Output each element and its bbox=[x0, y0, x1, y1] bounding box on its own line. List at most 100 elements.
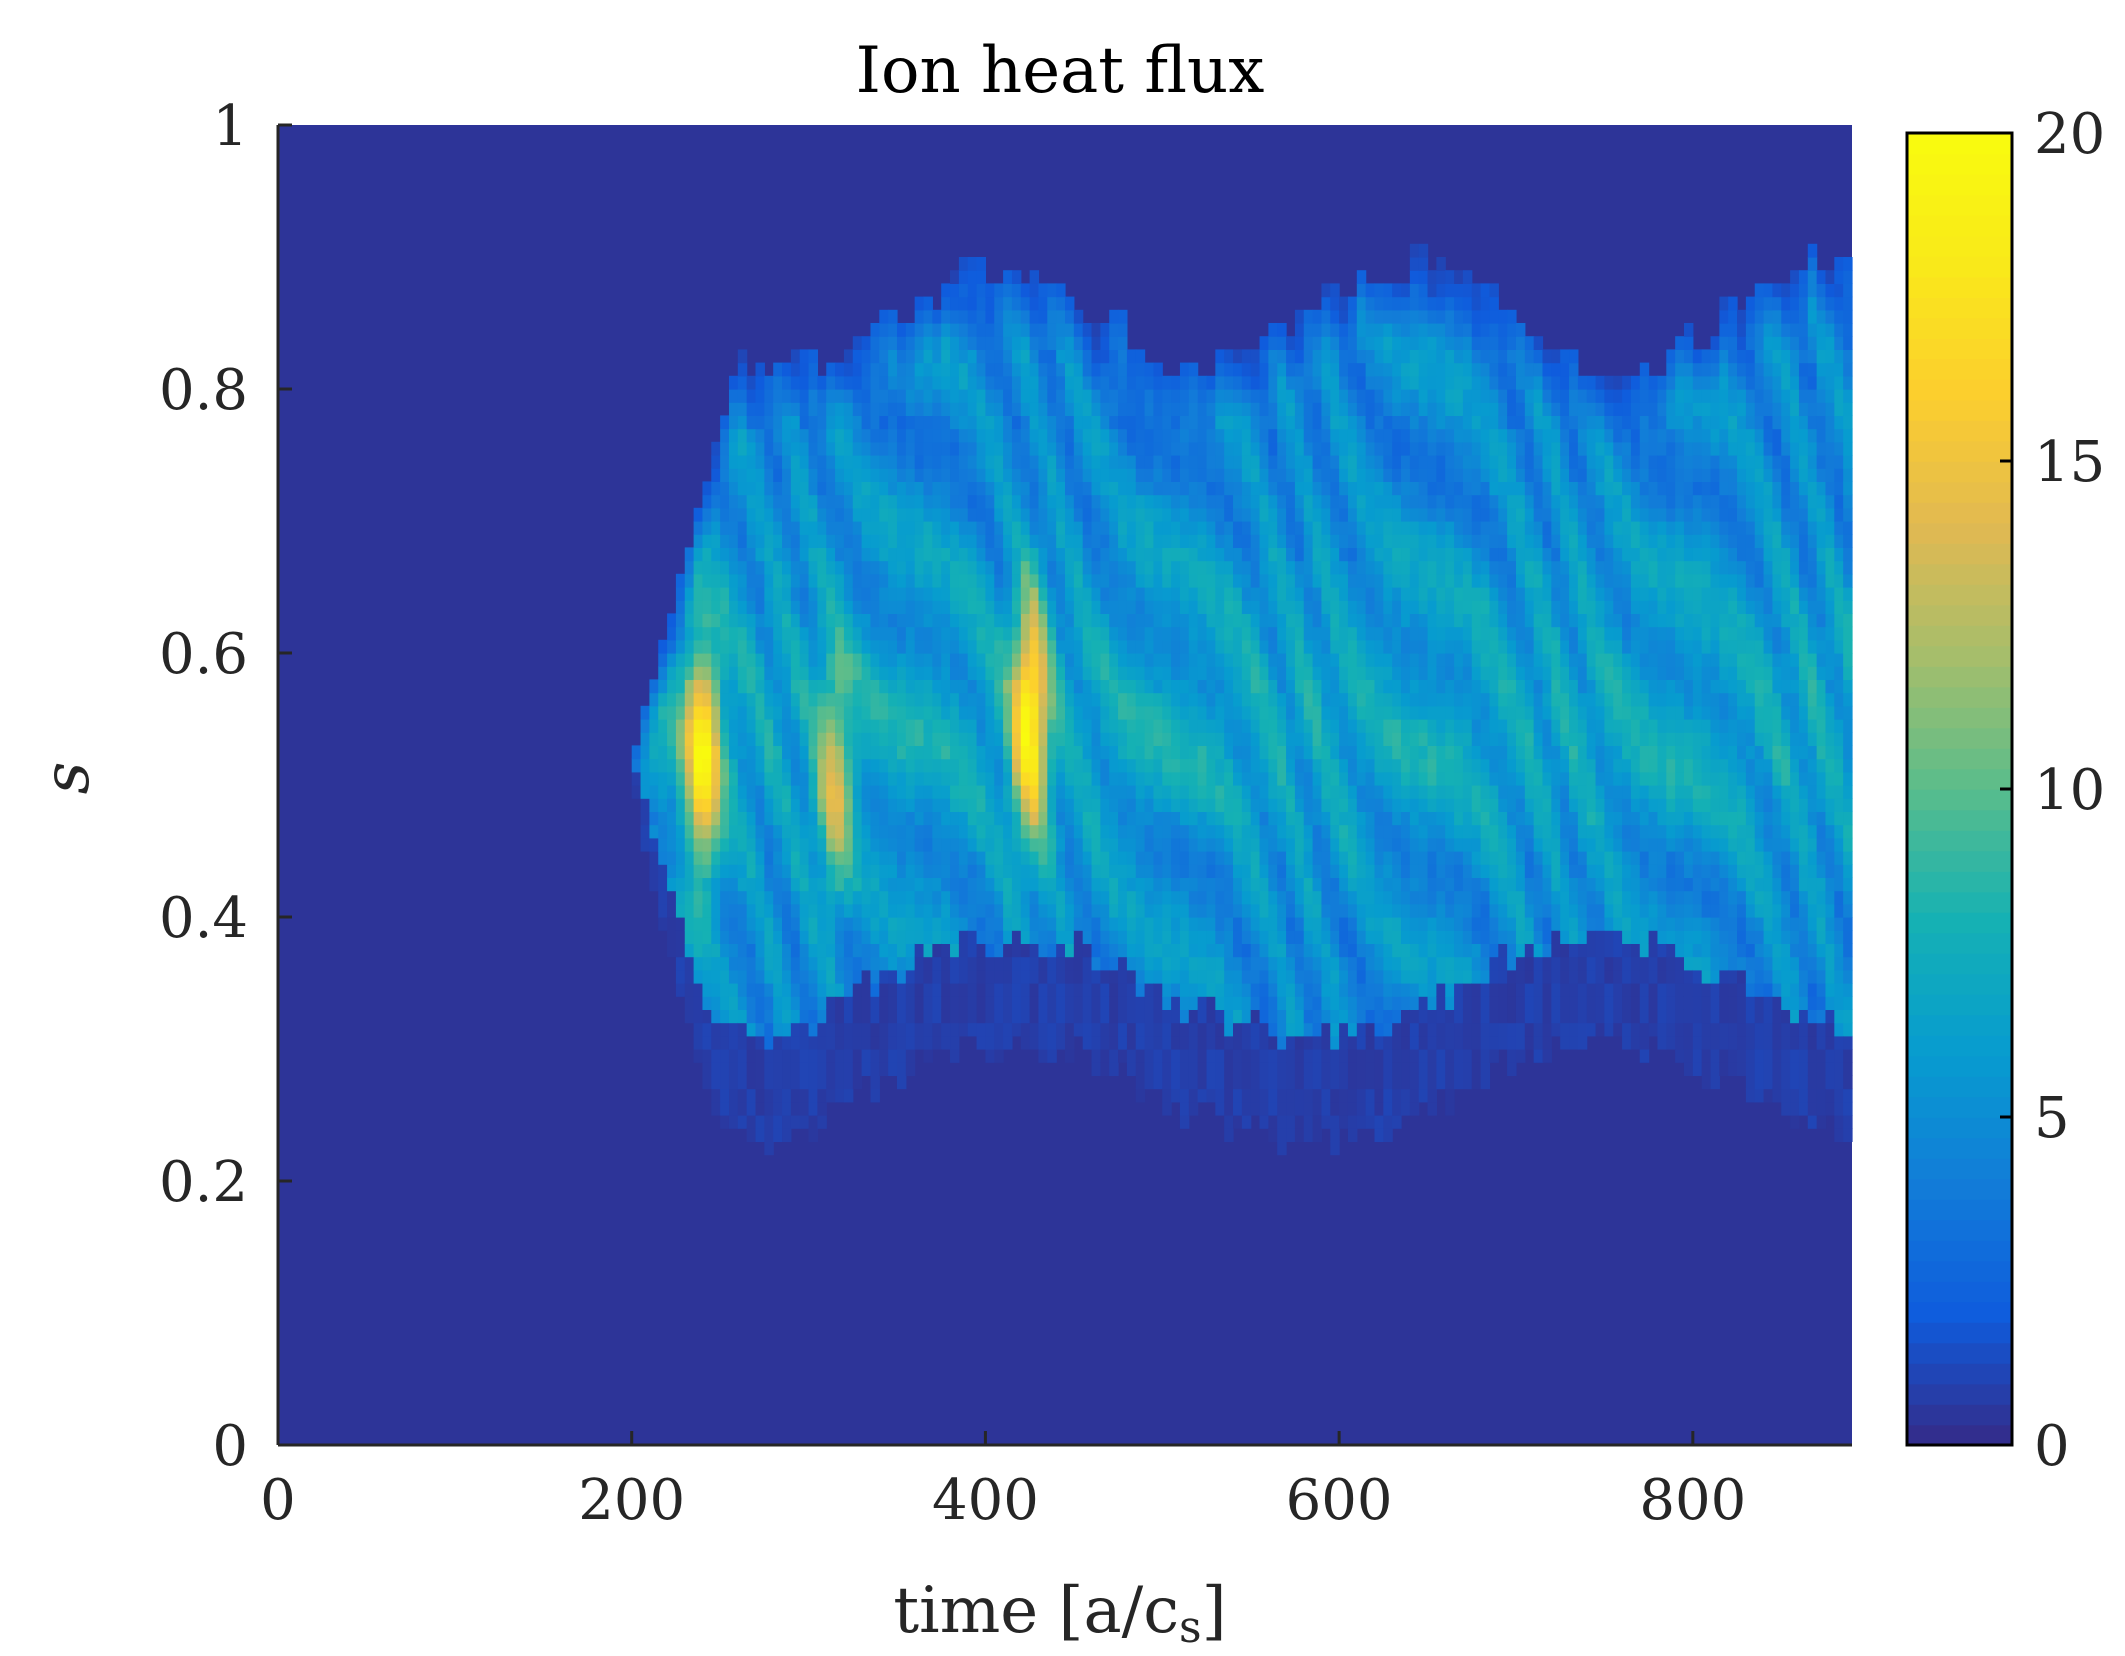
heatmap-cell bbox=[693, 587, 704, 601]
heatmap-cell bbox=[914, 705, 925, 720]
heatmap-cell bbox=[1401, 600, 1411, 614]
heatmap-cell bbox=[1321, 1115, 1331, 1129]
heatmap-cell bbox=[1418, 560, 1429, 575]
heatmap-cell bbox=[1294, 903, 1305, 918]
heatmap-cell bbox=[1153, 811, 1163, 826]
heatmap-cell bbox=[1286, 1101, 1296, 1116]
heatmap-cell bbox=[1109, 692, 1119, 707]
heatmap-cell bbox=[826, 1062, 836, 1076]
heatmap-cell bbox=[879, 428, 889, 443]
heatmap-cell bbox=[808, 798, 818, 812]
heatmap-cell bbox=[755, 613, 765, 628]
heatmap-cell bbox=[879, 890, 889, 905]
heatmap-cell bbox=[905, 521, 916, 535]
heatmap-cell bbox=[861, 626, 872, 641]
heatmap-cell bbox=[1250, 626, 1261, 641]
heatmap-cell bbox=[782, 375, 792, 390]
heatmap-cell bbox=[1418, 917, 1429, 931]
heatmap-cell bbox=[764, 573, 774, 588]
heatmap-cell bbox=[1401, 1088, 1411, 1103]
heatmap-cell bbox=[1100, 864, 1110, 878]
heatmap-cell bbox=[1188, 547, 1199, 562]
heatmap-cell bbox=[1356, 903, 1367, 918]
heatmap-cell bbox=[808, 375, 818, 390]
heatmap-cell bbox=[1118, 626, 1128, 641]
heatmap-cell bbox=[1321, 336, 1331, 350]
heatmap-cell bbox=[1356, 375, 1367, 390]
heatmap-cell bbox=[1356, 969, 1367, 984]
heatmap-cell bbox=[896, 560, 907, 575]
heatmap-cell bbox=[649, 851, 659, 865]
heatmap-cell bbox=[720, 692, 730, 707]
heatmap-cell bbox=[755, 983, 765, 997]
heatmap-cell bbox=[1100, 455, 1110, 469]
heatmap-cell bbox=[1401, 362, 1411, 377]
heatmap-cell bbox=[1268, 468, 1278, 482]
heatmap-cell bbox=[879, 903, 889, 918]
heatmap-cell bbox=[826, 547, 836, 562]
heatmap-cell bbox=[1294, 455, 1305, 469]
heatmap-cell bbox=[737, 811, 748, 826]
heatmap-cell bbox=[870, 798, 880, 812]
heatmap-cell bbox=[1073, 613, 1084, 628]
heatmap-cell bbox=[1153, 1075, 1163, 1090]
heatmap-cell bbox=[1020, 428, 1031, 443]
heatmap-cell bbox=[1409, 613, 1420, 628]
heatmap-cell bbox=[1126, 494, 1137, 509]
heatmap-cell bbox=[755, 1101, 765, 1116]
heatmap-cell bbox=[799, 494, 810, 509]
heatmap-cell bbox=[1286, 1088, 1296, 1103]
heatmap-cell bbox=[923, 349, 933, 364]
heatmap-cell bbox=[1171, 745, 1181, 760]
heatmap-cell bbox=[667, 732, 677, 746]
heatmap-cell bbox=[764, 1035, 774, 1050]
heatmap-cell bbox=[1011, 587, 1022, 601]
heatmap-cell bbox=[808, 890, 818, 905]
heatmap-cell bbox=[1109, 309, 1119, 324]
heatmap-cell bbox=[764, 389, 774, 403]
heatmap-cell bbox=[1277, 1049, 1287, 1063]
heatmap-cell bbox=[1339, 587, 1349, 601]
heatmap-cell bbox=[941, 1009, 951, 1024]
heatmap-cell bbox=[1365, 837, 1376, 852]
heatmap-cell bbox=[870, 428, 880, 443]
heatmap-cell bbox=[1383, 903, 1393, 918]
heatmap-cell bbox=[1162, 785, 1172, 799]
heatmap-cell bbox=[976, 877, 987, 892]
heatmap-cell bbox=[870, 560, 880, 575]
heatmap-cell bbox=[711, 983, 721, 997]
heatmap-cell bbox=[976, 785, 987, 799]
heatmap-cell bbox=[905, 758, 916, 773]
heatmap-cell bbox=[755, 837, 765, 852]
heatmap-cell bbox=[799, 1115, 810, 1129]
heatmap-cell bbox=[852, 785, 863, 799]
heatmap-cell bbox=[1038, 983, 1048, 997]
heatmap-cell bbox=[870, 943, 880, 958]
heatmap-cell bbox=[976, 507, 987, 522]
heatmap-cell bbox=[1206, 864, 1216, 878]
heatmap-cell bbox=[728, 481, 739, 496]
heatmap-cell bbox=[1100, 1049, 1110, 1063]
heatmap-cell bbox=[1286, 917, 1296, 931]
heatmap-cell bbox=[896, 824, 907, 839]
heatmap-cell bbox=[1038, 428, 1048, 443]
heatmap-cell bbox=[843, 507, 854, 522]
heatmap-cell bbox=[1206, 983, 1216, 997]
heatmap-cell bbox=[1020, 309, 1031, 324]
heatmap-cell bbox=[720, 1049, 730, 1063]
heatmap-cell bbox=[888, 534, 898, 548]
heatmap-cell bbox=[1215, 521, 1225, 535]
heatmap-cell bbox=[976, 283, 987, 298]
heatmap-cell bbox=[1277, 996, 1287, 1010]
heatmap-cell bbox=[782, 1035, 792, 1050]
heatmap-cell bbox=[1047, 877, 1057, 892]
heatmap-cell bbox=[923, 296, 933, 311]
heatmap-cell bbox=[843, 481, 854, 496]
heatmap-cell bbox=[1374, 692, 1384, 707]
heatmap-cell bbox=[888, 930, 898, 944]
heatmap-cell bbox=[1118, 573, 1128, 588]
heatmap-cell bbox=[914, 296, 925, 311]
heatmap-cell bbox=[1374, 415, 1384, 430]
heatmap-cell bbox=[658, 758, 668, 773]
heatmap-cell bbox=[1029, 851, 1040, 865]
